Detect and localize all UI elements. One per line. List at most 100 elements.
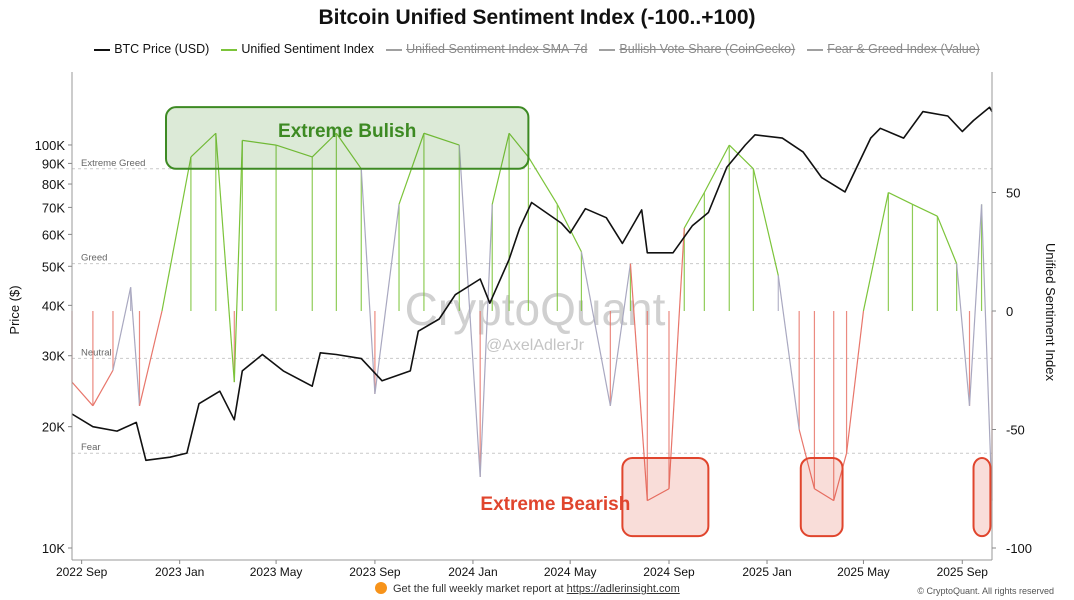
- sentiment-segment: [190, 132, 217, 158]
- sentiment-segment: [311, 132, 337, 158]
- left-tick-label: 60K: [42, 227, 65, 242]
- left-tick-label: 100K: [35, 138, 66, 153]
- legend-swatch: [599, 48, 616, 51]
- legend-label: Fear & Greed Index (Value): [827, 42, 980, 56]
- sentiment-segment: [161, 156, 192, 312]
- sentiment-segment: [703, 144, 730, 193]
- legend-item[interactable]: Fear & Greed Index (Value): [807, 42, 980, 56]
- sentiment-segment: [71, 381, 94, 407]
- sentiment-segment: [777, 275, 800, 430]
- left-tick-label: 40K: [42, 298, 65, 313]
- x-tick-label: 2023 Sep: [349, 565, 401, 579]
- right-tick-label: -50: [1006, 423, 1025, 438]
- x-tick-label: 2025 May: [837, 565, 890, 579]
- left-tick-label: 70K: [42, 200, 65, 215]
- sentiment-segment: [833, 453, 848, 501]
- sentiment-segment: [862, 192, 889, 312]
- legend-item[interactable]: Unified Sentiment Index SMA-7d: [386, 42, 587, 56]
- legend-label: Unified Sentiment Index SMA-7d: [406, 42, 588, 56]
- left-tick-label: 80K: [42, 177, 65, 192]
- sentiment-segment: [112, 287, 132, 371]
- footer-note-text: Get the full weekly market report at: [393, 583, 567, 595]
- annotation-box: [799, 456, 844, 538]
- sentiment-segment: [936, 215, 958, 264]
- sentiment-segment: [845, 310, 865, 454]
- y-axis-right-label: Unified Sentiment Index: [1043, 243, 1058, 382]
- legend-swatch: [386, 48, 403, 51]
- footer-link[interactable]: https://adlerinsight.com: [566, 583, 680, 595]
- x-tick-label: 2024 Jan: [448, 565, 497, 579]
- sentiment-segment: [814, 488, 835, 502]
- left-tick-label: 90K: [42, 156, 65, 171]
- sentiment-segment: [956, 263, 971, 406]
- y-axis-left-label: Price ($): [7, 285, 22, 334]
- reference-line-label: Neutral: [81, 347, 112, 358]
- btc-price-line: [71, 106, 993, 462]
- left-tick-label: 20K: [42, 420, 65, 435]
- annotation-label: Extreme Bearish: [480, 494, 630, 515]
- sentiment-segment: [647, 488, 670, 502]
- legend-swatch: [221, 48, 238, 51]
- sentiment-segment: [728, 144, 754, 170]
- footer-note: Get the full weekly market report at htt…: [375, 582, 680, 595]
- x-tick-label: 2024 Sep: [643, 565, 695, 579]
- legend-item[interactable]: BTC Price (USD): [94, 42, 209, 56]
- annotation-label: Extreme Bulish: [278, 121, 416, 142]
- sentiment-segment: [215, 133, 235, 383]
- watermark-handle: @AxelAdlerJr: [486, 337, 585, 354]
- sentiment-segment: [242, 139, 277, 146]
- legend: BTC Price (USD) Unified Sentiment Index Un…: [0, 42, 1074, 56]
- chart-title: Bitcoin Unified Sentiment Index (-100..+…: [318, 6, 756, 29]
- sentiment-segment: [580, 251, 611, 406]
- sentiment-segment: [508, 132, 529, 158]
- sentiment-segment: [752, 168, 779, 276]
- sentiment-segment: [629, 263, 648, 501]
- right-tick-label: -100: [1006, 541, 1032, 556]
- sentiment-segment: [980, 204, 993, 501]
- sentiment-segment: [527, 156, 558, 205]
- sentiment-segment: [888, 191, 913, 205]
- sentiment-segment: [683, 192, 705, 229]
- annotation-box: [165, 106, 530, 170]
- copyright: © CryptoQuant. All rights reserved: [917, 586, 1054, 596]
- right-tick-label: 50: [1006, 186, 1020, 201]
- left-tick-label: 50K: [42, 259, 65, 274]
- legend-swatch: [94, 48, 111, 51]
- x-tick-label: 2023 Jan: [155, 565, 204, 579]
- legend-item[interactable]: Unified Sentiment Index: [221, 42, 374, 56]
- sentiment-segment: [374, 204, 400, 395]
- sentiment-segment: [668, 228, 685, 489]
- left-tick-label: 30K: [42, 349, 65, 364]
- right-tick-label: 0: [1006, 304, 1013, 319]
- sentiment-segment: [609, 263, 632, 406]
- x-tick-label: 2025 Jan: [742, 565, 791, 579]
- x-tick-label: 2023 May: [250, 565, 303, 579]
- sentiment-segment: [130, 287, 141, 406]
- sentiment-segment: [360, 168, 376, 394]
- legend-item[interactable]: Bullish Vote Share (CoinGecko): [599, 42, 795, 56]
- reference-line-label: Extreme Greed: [81, 158, 145, 169]
- reference-line-label: Fear: [81, 442, 101, 453]
- sentiment-segment: [335, 132, 362, 170]
- left-tick-label: 10K: [42, 541, 65, 556]
- sentiment-segment: [92, 369, 114, 407]
- x-tick-label: 2022 Sep: [56, 565, 108, 579]
- reference-line-label: Greed: [81, 253, 107, 264]
- sentiment-segment: [556, 204, 582, 253]
- sentiment-segment: [233, 140, 243, 383]
- x-tick-label: 2025 Sep: [937, 565, 989, 579]
- sentiment-segment: [458, 145, 481, 477]
- legend-swatch: [807, 48, 824, 51]
- bitcoin-icon: [375, 582, 387, 594]
- legend-label: Unified Sentiment Index: [241, 42, 375, 56]
- annotation-box: [972, 456, 992, 538]
- sentiment-segment: [912, 203, 938, 217]
- x-tick-label: 2024 May: [544, 565, 597, 579]
- sentiment-segment: [275, 144, 313, 158]
- sentiment-segment: [479, 204, 493, 477]
- sentiment-segment: [423, 132, 460, 146]
- annotation-box: [621, 456, 710, 538]
- legend-label: BTC Price (USD): [114, 42, 210, 56]
- legend-label: Bullish Vote Share (CoinGecko): [619, 42, 796, 56]
